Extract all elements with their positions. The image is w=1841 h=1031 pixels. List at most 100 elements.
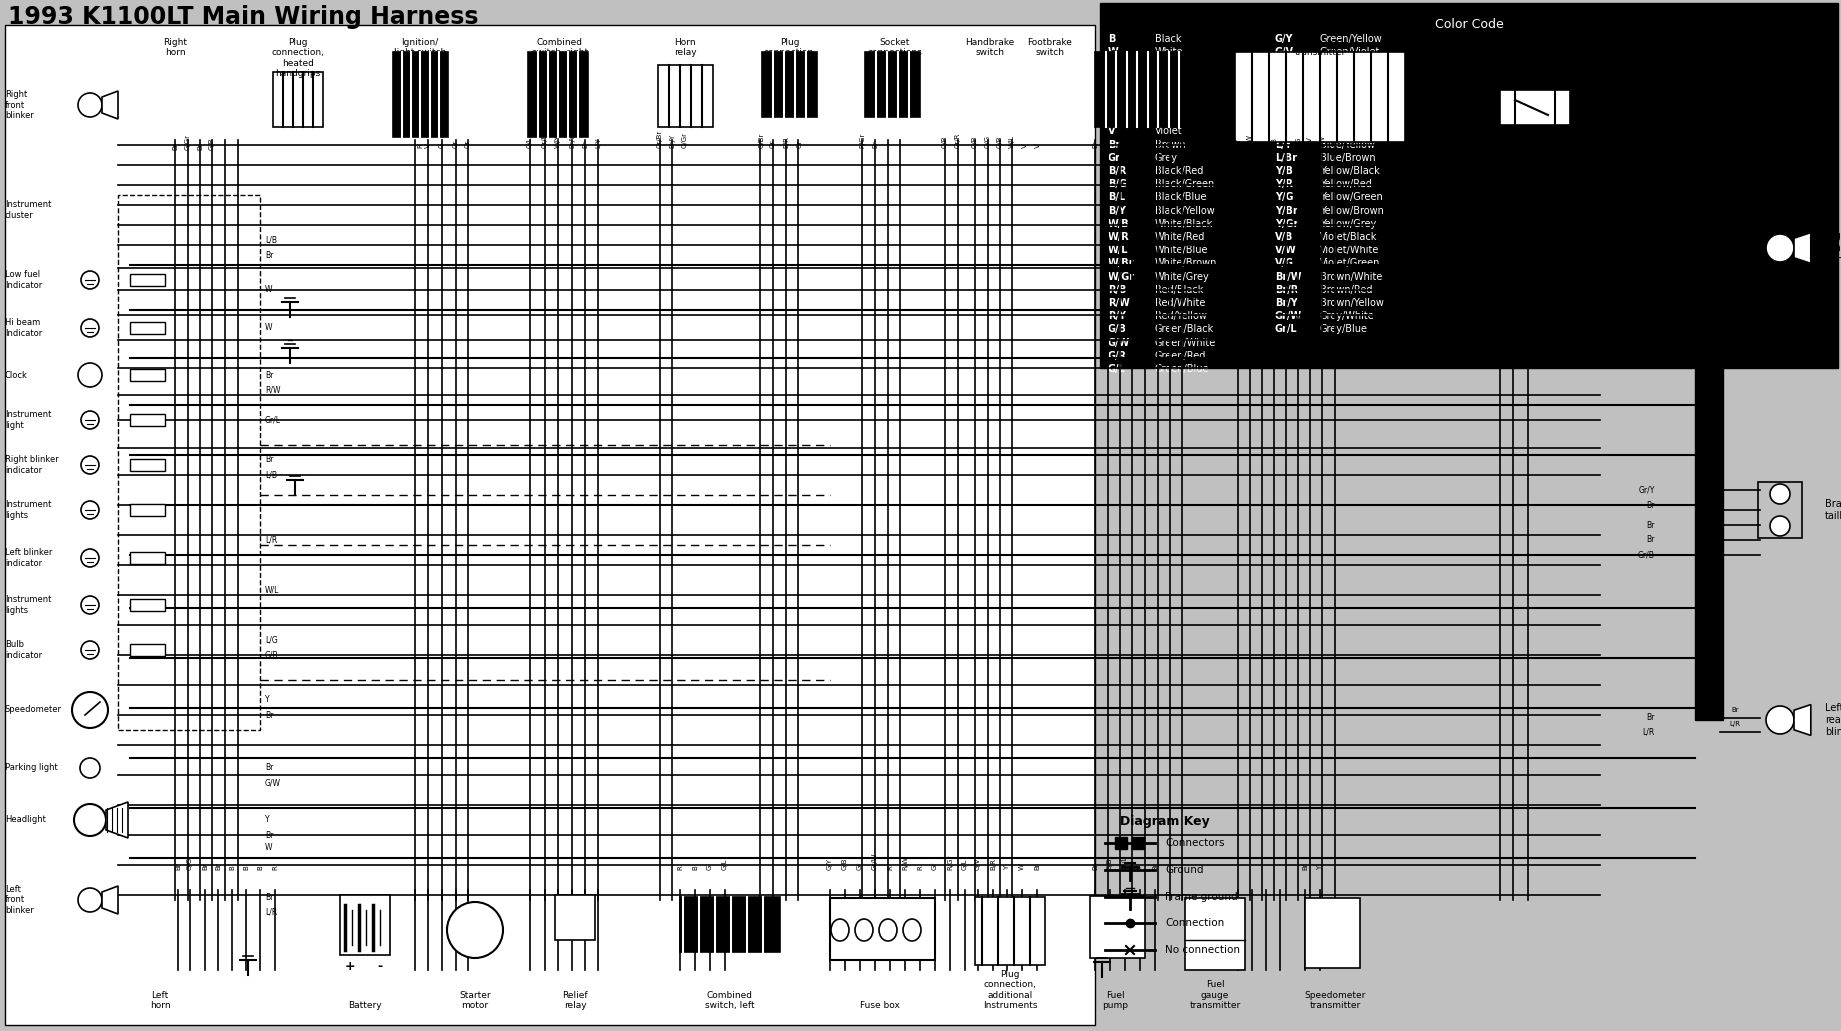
Text: Br/W: Br/W <box>569 131 574 148</box>
Text: Green/Grey: Green/Grey <box>1320 73 1375 84</box>
Text: Yellow/Red: Yellow/Red <box>1320 179 1372 190</box>
Text: Green/Red: Green/Red <box>1154 351 1206 361</box>
Text: Br/Y: Br/Y <box>668 134 676 148</box>
Bar <box>1095 52 1189 127</box>
Text: Blue/Yellow: Blue/Yellow <box>1320 139 1375 149</box>
Text: Horn
relay: Horn relay <box>674 38 696 58</box>
Text: G/R: G/R <box>1108 351 1127 361</box>
Polygon shape <box>101 886 118 914</box>
Text: Green/White: Green/White <box>1154 337 1217 347</box>
Text: Gr: Gr <box>797 140 803 148</box>
Text: V/G: V/G <box>1276 259 1294 268</box>
Text: L/W: L/W <box>1497 135 1502 148</box>
Text: B: B <box>228 865 236 870</box>
Text: G: G <box>438 142 446 148</box>
Bar <box>679 897 781 952</box>
Text: G/V: G/V <box>976 858 981 870</box>
Text: G/Gr: G/Gr <box>1276 73 1300 84</box>
Circle shape <box>1769 484 1789 504</box>
Text: Gr: Gr <box>1108 153 1121 163</box>
Text: Color Code: Color Code <box>1434 18 1504 31</box>
Text: B: B <box>243 865 249 870</box>
Text: Brown/White: Brown/White <box>1320 271 1383 281</box>
Text: V: V <box>425 143 431 148</box>
Text: R/W: R/W <box>1108 298 1130 308</box>
Text: Br/W: Br/W <box>1276 271 1302 281</box>
Text: B: B <box>692 865 698 870</box>
Text: G/Br: G/Br <box>758 133 766 148</box>
Text: W: W <box>1108 47 1119 57</box>
Text: W/Br: W/Br <box>1108 259 1134 268</box>
Text: Instrument
lights: Instrument lights <box>6 500 52 520</box>
Text: Brown/Red: Brown/Red <box>1320 285 1373 295</box>
Bar <box>865 52 920 117</box>
Text: G/B: G/B <box>1108 325 1127 334</box>
Text: Br: Br <box>1092 140 1097 148</box>
Text: L/Br: L/Br <box>1276 153 1298 163</box>
Text: Blue/Red: Blue/Red <box>1320 113 1364 123</box>
Text: L/B: L/B <box>265 470 276 479</box>
Text: -: - <box>377 960 383 973</box>
Bar <box>1500 90 1570 125</box>
Text: Footbrake
switch: Footbrake switch <box>1027 38 1073 58</box>
Text: Battery: Battery <box>348 1001 381 1010</box>
Text: Plug
connection,
burglar
alarm: Plug connection, burglar alarm <box>764 38 816 78</box>
Text: L: L <box>1108 87 1114 97</box>
Text: Ground: Ground <box>1165 865 1204 875</box>
Text: R/Y: R/Y <box>1108 311 1127 322</box>
Text: Br/W: Br/W <box>1117 131 1123 148</box>
Polygon shape <box>1793 233 1812 263</box>
Text: Y: Y <box>1108 100 1116 110</box>
Text: Br: Br <box>203 862 208 870</box>
Text: V/W: V/W <box>1246 134 1254 148</box>
Bar <box>131 599 166 611</box>
Bar <box>1758 483 1802 538</box>
Polygon shape <box>101 91 118 119</box>
Text: G/Y: G/Y <box>1276 34 1294 44</box>
Bar <box>118 195 260 730</box>
Text: Violet/Green: Violet/Green <box>1320 259 1381 268</box>
Text: G/G: G/G <box>985 135 990 148</box>
Text: L/B: L/B <box>1642 243 1655 253</box>
Text: R: R <box>1108 61 1116 70</box>
Ellipse shape <box>878 919 897 941</box>
Text: Br: Br <box>171 142 179 149</box>
Text: Blue/Brown: Blue/Brown <box>1320 153 1375 163</box>
Text: W/Y: W/Y <box>554 134 562 148</box>
Text: G/B: G/B <box>998 135 1003 148</box>
Text: W/B: W/B <box>1108 219 1130 229</box>
Text: R: R <box>1154 143 1162 148</box>
Circle shape <box>81 501 99 519</box>
Text: Right blinker
indicator: Right blinker indicator <box>6 456 59 474</box>
Bar <box>1116 837 1127 849</box>
Text: O: O <box>1108 113 1116 123</box>
Text: G/V: G/V <box>1276 47 1294 57</box>
Bar <box>554 895 595 940</box>
Text: Y/Gr: Y/Gr <box>1276 219 1298 229</box>
Text: Gr: Gr <box>466 140 471 148</box>
Circle shape <box>1769 516 1789 536</box>
Text: Clock: Clock <box>6 370 28 379</box>
Text: Red/White: Red/White <box>1154 298 1206 308</box>
Text: L/W: L/W <box>1178 135 1186 148</box>
Circle shape <box>72 692 109 728</box>
Circle shape <box>447 902 503 958</box>
Text: Relief
relay: Relief relay <box>562 991 587 1010</box>
Text: Y: Y <box>1316 866 1324 870</box>
Text: Blue/White: Blue/White <box>1320 100 1373 110</box>
Text: Plug
connection,
additional
Instruments: Plug connection, additional Instruments <box>983 970 1036 1010</box>
Text: Br: Br <box>1524 140 1532 148</box>
Text: Gr/W: Gr/W <box>1276 311 1302 322</box>
Text: Gr: Gr <box>858 862 863 870</box>
Text: Bulb
monitoring
device: Bulb monitoring device <box>1110 38 1160 68</box>
Text: Gr: Gr <box>932 862 939 870</box>
Text: R/B: R/B <box>1108 285 1127 295</box>
Text: V: V <box>1035 143 1040 148</box>
Text: Yellow: Yellow <box>1154 100 1186 110</box>
Text: L/G: L/G <box>1276 127 1292 136</box>
Text: R: R <box>1283 143 1289 148</box>
Text: Yellow/Brown: Yellow/Brown <box>1320 205 1384 215</box>
Text: White: White <box>1154 47 1184 57</box>
Text: Yellow/Green: Yellow/Green <box>1320 193 1383 202</box>
Text: Violet: Violet <box>1154 127 1182 136</box>
